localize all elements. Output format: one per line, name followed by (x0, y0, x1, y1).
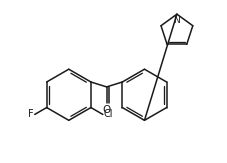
Text: F: F (28, 109, 34, 119)
Text: O: O (102, 105, 110, 115)
Text: Cl: Cl (103, 109, 113, 119)
Text: N: N (173, 16, 180, 25)
